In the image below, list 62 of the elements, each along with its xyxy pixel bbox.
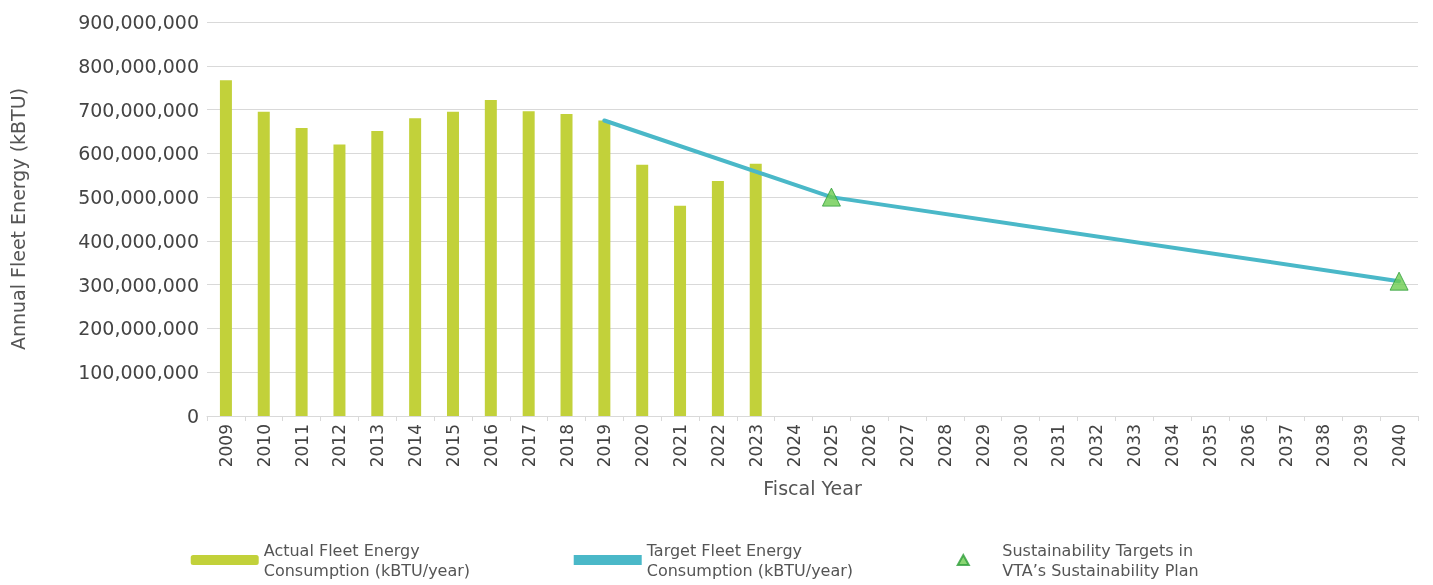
legend-label: Actual Fleet Energy Consumption (kBTU/year) bbox=[263, 540, 471, 580]
x-tick-label: 2010 bbox=[253, 424, 274, 468]
x-tick-label: 2040 bbox=[1389, 424, 1410, 468]
legend-label: Sustainability Targets in VTA’s Sustainability Plan bbox=[1002, 540, 1199, 580]
bar bbox=[257, 111, 270, 416]
x-tick-label: 2028 bbox=[934, 424, 955, 468]
bar bbox=[371, 131, 384, 416]
bar bbox=[333, 144, 346, 416]
x-axis-title: Fiscal Year bbox=[763, 476, 862, 499]
x-tick-label: 2012 bbox=[329, 424, 350, 468]
x-tick-label: 2025 bbox=[821, 424, 842, 468]
x-tick-label: 2009 bbox=[215, 424, 236, 468]
bar bbox=[711, 180, 724, 416]
y-tick-label: 800,000,000 bbox=[78, 54, 199, 77]
legend-label: Target Fleet Energy Consumption (kBTU/year) bbox=[645, 540, 854, 580]
y-tick-label: 500,000,000 bbox=[78, 186, 199, 209]
bar bbox=[598, 120, 611, 416]
x-tick-label: 2033 bbox=[1124, 424, 1145, 468]
x-tick-label: 2014 bbox=[405, 424, 426, 468]
bar bbox=[484, 99, 497, 416]
x-tick-label: 2017 bbox=[518, 424, 539, 468]
x-tick-label: 2021 bbox=[670, 424, 691, 468]
y-tick-label: 400,000,000 bbox=[78, 229, 199, 252]
bar bbox=[409, 118, 422, 416]
x-tick-label: 2032 bbox=[1086, 424, 1107, 468]
x-tick-label: 2031 bbox=[1048, 424, 1069, 468]
x-tick-label: 2018 bbox=[556, 424, 577, 468]
x-tick-label: 2034 bbox=[1162, 424, 1183, 468]
y-tick-label: 200,000,000 bbox=[78, 317, 199, 340]
x-tick-label: 2036 bbox=[1237, 424, 1258, 468]
y-tick-label: 900,000,000 bbox=[78, 11, 199, 33]
y-axis-title: Annual Fleet Energy (kBTU) bbox=[6, 87, 29, 351]
x-tick-label: 2022 bbox=[707, 424, 728, 468]
x-tick-label: 2039 bbox=[1351, 424, 1372, 468]
x-tick-label: 2023 bbox=[745, 424, 766, 468]
x-tick-label: 2019 bbox=[594, 424, 615, 468]
y-tick-label: 300,000,000 bbox=[78, 273, 199, 296]
x-tick-label: 2037 bbox=[1275, 424, 1296, 468]
bar bbox=[560, 113, 573, 416]
bar bbox=[636, 164, 649, 416]
bar bbox=[295, 127, 308, 416]
bar bbox=[219, 80, 232, 416]
x-tick-label: 2011 bbox=[291, 424, 312, 468]
x-tick-label: 2027 bbox=[897, 424, 918, 468]
x-tick-label: 2013 bbox=[367, 424, 388, 468]
x-tick-label: 2029 bbox=[972, 424, 993, 468]
x-tick-label: 2030 bbox=[1010, 424, 1031, 468]
bar bbox=[522, 111, 535, 416]
y-tick-label: 600,000,000 bbox=[78, 142, 199, 165]
x-tick-label: 2038 bbox=[1313, 424, 1334, 468]
x-tick-label: 2026 bbox=[859, 424, 880, 468]
x-tick-label: 2035 bbox=[1199, 424, 1220, 468]
x-tick-label: 2020 bbox=[632, 424, 653, 468]
bar bbox=[446, 111, 459, 416]
y-tick-label: 0 bbox=[186, 405, 199, 427]
bar bbox=[674, 205, 687, 416]
x-tick-label: 2024 bbox=[783, 424, 804, 468]
bar bbox=[749, 163, 762, 416]
x-tick-label: 2016 bbox=[480, 424, 501, 468]
y-tick-label: 700,000,000 bbox=[78, 98, 199, 121]
y-tick-label: 100,000,000 bbox=[78, 361, 199, 384]
x-tick-label: 2015 bbox=[442, 424, 463, 468]
